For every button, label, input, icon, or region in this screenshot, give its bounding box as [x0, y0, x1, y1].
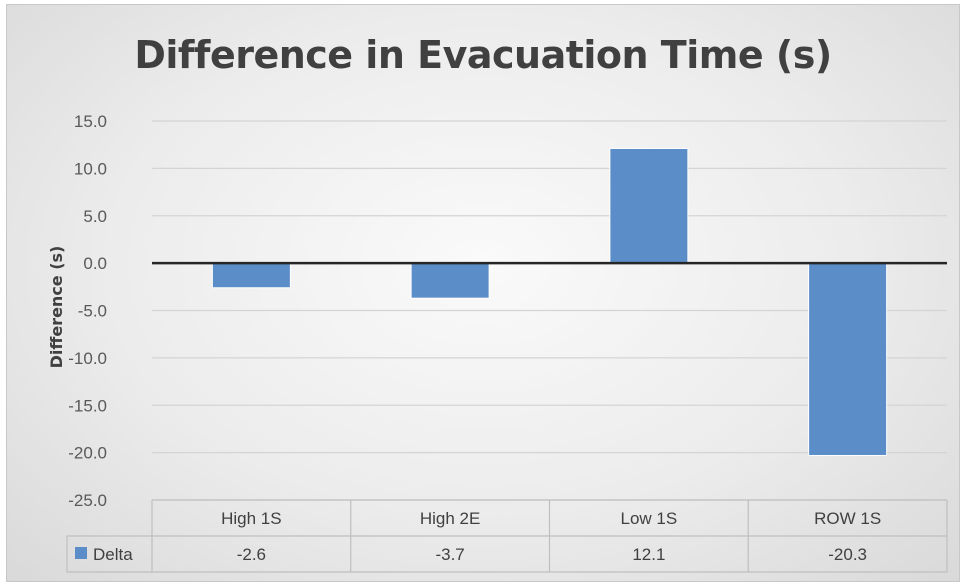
category-label: Low 1S	[621, 509, 678, 528]
chart-title: Difference in Evacuation Time (s)	[134, 33, 832, 77]
bar	[410, 262, 490, 299]
data-value-label: 12.1	[632, 545, 665, 564]
y-tick-label: 15.0	[74, 112, 107, 131]
y-tick-label: -5.0	[78, 302, 107, 321]
bar	[211, 262, 291, 289]
y-tick-label: 10.0	[74, 159, 107, 178]
bar	[808, 262, 888, 456]
category-label: High 2E	[420, 509, 480, 528]
legend-swatch	[75, 547, 87, 559]
data-value-label: -2.6	[237, 545, 266, 564]
y-tick-label: -20.0	[68, 444, 107, 463]
y-tick-label: 5.0	[83, 207, 107, 226]
category-label: ROW 1S	[814, 509, 881, 528]
bar	[609, 147, 689, 264]
y-tick-label: -15.0	[68, 396, 107, 415]
y-tick-label: 0.0	[83, 254, 107, 273]
chart-area: Difference in Evacuation Time (s) Differ…	[6, 4, 960, 582]
y-tick-label: -10.0	[68, 349, 107, 368]
category-label: High 1S	[221, 509, 281, 528]
y-tick-label: -25.0	[68, 491, 107, 510]
plot-area: 15.0 10.0 5.0 0.0 -5.0 -10.0 -15.0 -20.0 -25.0 Hi…	[66, 112, 948, 573]
data-value-label: -20.3	[828, 545, 867, 564]
legend-entry: Delta	[93, 545, 133, 564]
data-value-label: -3.7	[435, 545, 464, 564]
